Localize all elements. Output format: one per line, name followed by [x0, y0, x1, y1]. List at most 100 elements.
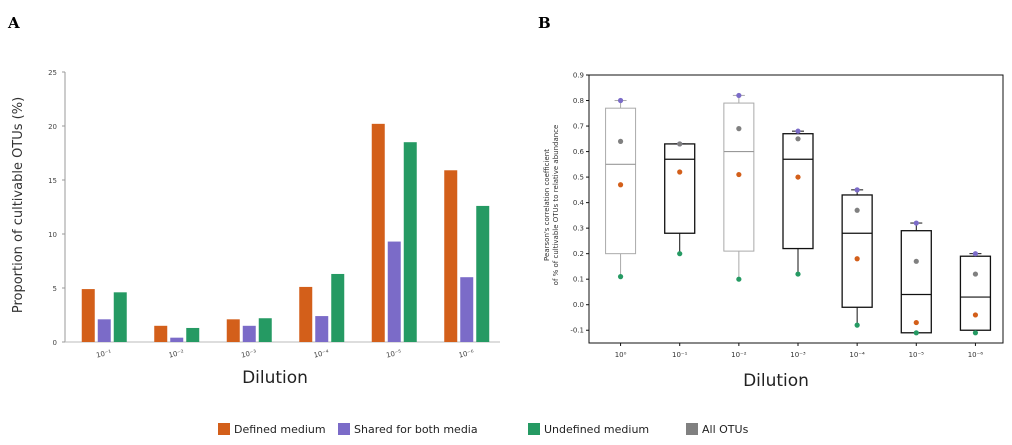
point: [677, 141, 683, 147]
panel-b-box-chart: -0.10.00.10.20.30.40.50.60.70.80.9 10⁰ 10…: [543, 72, 1004, 391]
point: [617, 182, 624, 188]
panel-b-y-tick-label: 0.3: [573, 225, 584, 233]
panel-a-y-tick-label: 20: [48, 123, 57, 131]
bar: [154, 325, 168, 342]
panel-b-y-tick-label: 0.9: [573, 72, 584, 80]
panel-b-x-tick-label: 10⁻⁶: [968, 351, 984, 359]
panel-a-x-tick-label: 10⁻³: [240, 348, 257, 359]
bar: [186, 327, 200, 342]
box: [900, 230, 932, 334]
panel-a-letter: A: [7, 14, 20, 32]
point: [736, 171, 742, 178]
legend-swatch: [218, 423, 230, 435]
bar: [460, 277, 474, 342]
panel-b-points: [617, 92, 979, 336]
point: [854, 187, 860, 193]
point: [854, 256, 860, 262]
point: [677, 169, 683, 175]
box: [959, 255, 992, 331]
box: [782, 133, 814, 250]
point: [795, 128, 801, 134]
point: [617, 274, 624, 280]
legend-label: Defined medium: [234, 423, 326, 436]
point: [795, 271, 801, 277]
panel-b-y-tick-label: 0.8: [573, 97, 584, 105]
panel-b-letter: B: [538, 14, 551, 32]
box: [841, 194, 873, 308]
bar: [299, 286, 313, 342]
panel-a-axes: [64, 72, 500, 343]
point: [972, 330, 979, 336]
panel-b-x-tick-label: 10⁰: [615, 351, 627, 359]
panel-b-plot-frame: [588, 74, 1004, 344]
panel-a-x-tick-label: 10⁻⁶: [458, 348, 475, 359]
panel-b-x-tick-label: 10⁻³: [790, 351, 806, 359]
panel-b-x-tick-label: 10⁻²: [731, 351, 747, 359]
bar: [315, 316, 329, 342]
panel-a-y-tick-label: 25: [48, 69, 57, 77]
panel-b-x-ticks: 10⁰ 10⁻¹ 10⁻² 10⁻³ 10⁻⁴ 10⁻⁵ 10⁻⁶: [615, 343, 984, 359]
bar: [113, 292, 127, 342]
legend-swatch: [686, 423, 698, 435]
panel-a-bars: [81, 123, 490, 342]
bar: [371, 123, 385, 342]
legend: Defined medium Shared for both media Undef…: [218, 423, 749, 436]
panel-b-y-axis-title: Pearson's correlation coefficientof % of…: [543, 125, 560, 286]
point: [972, 271, 979, 277]
bar: [226, 319, 240, 342]
panel-a-bar-chart: 10⁻¹ 10⁻² 10⁻³ 10⁻⁴ 10⁻⁵ 10⁻⁶ 0 5 10 15 20 25 Prop…: [11, 69, 500, 388]
panel-b-y-tick-label: 0.0: [573, 301, 584, 309]
bar: [403, 142, 417, 342]
point: [795, 174, 801, 180]
point: [854, 322, 860, 328]
bar: [476, 205, 490, 342]
panel-a-y-axis-title: Proportion of cultivable OTUs (%): [11, 97, 26, 313]
point: [913, 258, 919, 264]
bar: [242, 325, 256, 342]
legend-label: Undefined medium: [544, 423, 649, 436]
panel-b-x-axis-title: Dilution: [743, 371, 809, 391]
point: [854, 207, 860, 213]
panel-b-y-axis-title-line: of % of cultivable OTUs to relative abun…: [552, 125, 560, 286]
bar: [258, 318, 272, 342]
panel-a-x-axis-title: Dilution: [242, 368, 308, 388]
point: [972, 312, 979, 318]
panel-a-x-tick-label: 10⁻¹: [95, 348, 112, 359]
panel-a-x-tick-label: 10⁻²: [168, 348, 185, 359]
panel-b-y-ticks: -0.1 0.0 0.1 0.2 0.3 0.4 0.5 0.6 0.7 0.8 0.9: [570, 72, 589, 335]
point: [617, 138, 624, 144]
bar: [170, 337, 184, 342]
point: [972, 251, 979, 257]
panel-a-x-tick-label: 10⁻⁵: [385, 348, 402, 359]
bar: [444, 170, 458, 342]
point: [913, 220, 919, 226]
panel-b-boxes: [605, 94, 992, 334]
legend-label: All OTUs: [702, 423, 749, 436]
bar: [331, 273, 345, 342]
panel-b-y-tick-label: 0.5: [573, 174, 584, 182]
point: [736, 276, 742, 282]
legend-swatch: [528, 423, 540, 435]
box: [664, 143, 696, 234]
box: [605, 107, 637, 255]
panel-a-y-tick-label: 10: [48, 231, 57, 239]
panel-b-x-tick-label: 10⁻¹: [672, 351, 688, 359]
bar: [387, 241, 401, 342]
point: [913, 330, 919, 336]
legend-label: Shared for both media: [354, 423, 478, 436]
panel-a-y-tick-label: 5: [53, 285, 57, 293]
panel-b-y-tick-label: 0.6: [573, 148, 585, 156]
point: [677, 251, 683, 257]
point: [913, 319, 919, 326]
panel-a-y-ticks: 0 5 10 15 20 25: [48, 69, 65, 347]
bar: [81, 289, 95, 342]
panel-b-x-tick-label: 10⁻⁵: [909, 351, 925, 359]
legend-swatch: [338, 423, 350, 435]
point: [736, 92, 742, 99]
point: [736, 126, 742, 132]
panel-b-y-tick-label: 0.2: [573, 250, 584, 258]
panel-b-y-tick-label: 0.4: [573, 199, 585, 207]
panel-a-y-tick-label: 0: [53, 339, 57, 347]
panel-a-x-ticks: 10⁻¹ 10⁻² 10⁻³ 10⁻⁴ 10⁻⁵ 10⁻⁶: [95, 348, 474, 359]
